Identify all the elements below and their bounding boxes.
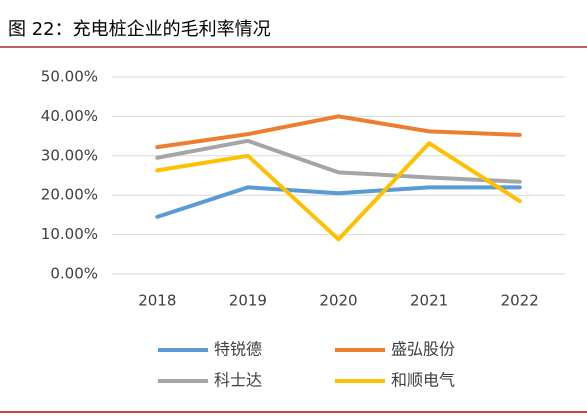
series-line [155, 138, 522, 184]
legend-label: 特锐德 [214, 340, 262, 359]
series-line [155, 141, 522, 242]
y-tick-label: 40.00% [41, 107, 98, 125]
y-tick-label: 20.00% [41, 186, 98, 204]
legend-label: 盛弘股份 [391, 340, 455, 359]
series-line [155, 185, 522, 219]
x-tick-label: 2021 [410, 292, 448, 310]
legend-label: 科士达 [214, 371, 262, 390]
legend-label: 和顺电气 [391, 371, 455, 390]
x-tick-label: 2022 [501, 292, 539, 310]
y-tick-label: 10.00% [41, 225, 98, 243]
x-tick-label: 2020 [319, 292, 357, 310]
y-tick-label: 50.00% [41, 68, 98, 86]
y-tick-label: 30.00% [41, 146, 98, 164]
x-tick-label: 2018 [138, 292, 176, 310]
series-line [155, 114, 522, 150]
chart-title: 图 22：充电桩企业的毛利率情况 [8, 19, 271, 40]
y-tick-label: 0.00% [50, 265, 98, 283]
x-tick-label: 2019 [229, 292, 267, 310]
